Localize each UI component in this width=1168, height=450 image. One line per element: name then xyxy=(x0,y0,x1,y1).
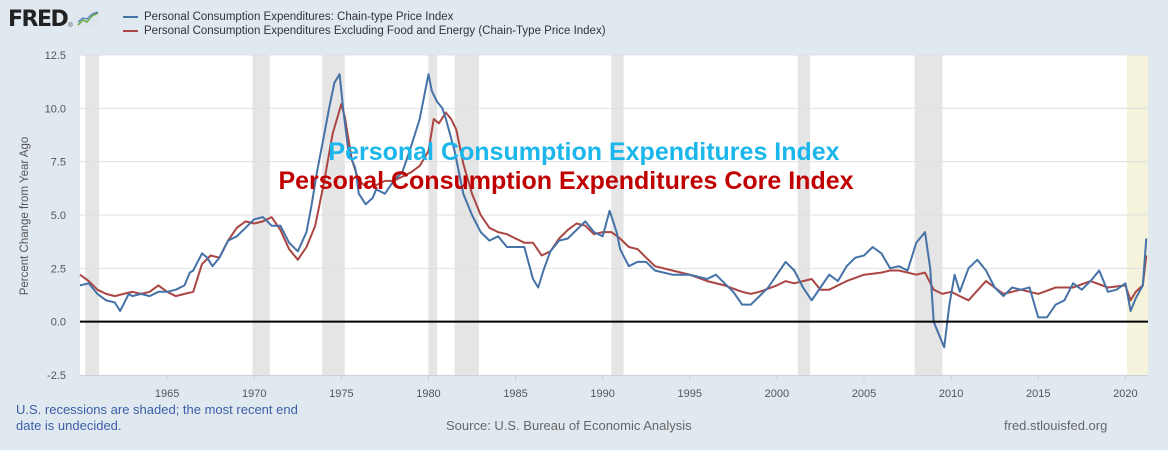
legend-item-core-pce[interactable]: Personal Consumption Expenditures Exclud… xyxy=(123,24,606,38)
legend-label-pce: Personal Consumption Expenditures: Chain… xyxy=(144,11,454,23)
y-tick-label: 0.0 xyxy=(51,317,66,329)
overlay-title-core-pce-text: Personal Consumption Expenditures Core I… xyxy=(278,167,854,195)
y-tick-label: 2.5 xyxy=(51,263,66,275)
y-tick-label: 5.0 xyxy=(51,210,66,222)
series-line-core-pce xyxy=(79,103,1148,302)
x-tick-label: 1990 xyxy=(590,388,614,400)
x-tick-label: 2000 xyxy=(765,388,789,400)
legend-swatch-pce xyxy=(123,16,138,18)
overlay-title-pce: Personal Consumption Expenditures Index xyxy=(0,138,1168,167)
fred-logo: FRED ® xyxy=(8,6,100,32)
x-tick-label: 1995 xyxy=(678,388,702,400)
legend-swatch-core-pce xyxy=(123,30,138,32)
line-chart-icon xyxy=(75,10,100,28)
x-tick-label: 1985 xyxy=(503,388,527,400)
legend-label-core-pce: Personal Consumption Expenditures Exclud… xyxy=(144,25,606,37)
x-tick-label: 2015 xyxy=(1026,388,1050,400)
x-tick-label: 1965 xyxy=(155,388,179,400)
series-line-pce xyxy=(79,73,1148,349)
x-tick-label: 1980 xyxy=(416,388,440,400)
source-text: Source: U.S. Bureau of Economic Analysis xyxy=(446,418,692,433)
overlay-title-pce-text: Personal Consumption Expenditures Index xyxy=(328,138,840,166)
overlay-title-core-pce: Personal Consumption Expenditures Core I… xyxy=(0,167,1168,196)
registered-mark: ® xyxy=(68,23,73,29)
x-tick-label: 2010 xyxy=(939,388,963,400)
x-tick-label: 1970 xyxy=(242,388,266,400)
legend-item-pce[interactable]: Personal Consumption Expenditures: Chain… xyxy=(123,10,606,24)
fred-url-link[interactable]: fred.stlouisfed.org xyxy=(1004,418,1108,433)
x-tick-label: 2020 xyxy=(1113,388,1137,400)
recession-note: U.S. recessions are shaded; the most rec… xyxy=(16,402,298,433)
x-tick-label: 1975 xyxy=(329,388,353,400)
x-tick-label: 2005 xyxy=(852,388,876,400)
logo-text: FRED xyxy=(8,6,69,32)
y-tick-label: 7.5 xyxy=(51,157,66,169)
y-tick-label: 12.5 xyxy=(45,50,66,62)
y-tick-label: 10.0 xyxy=(45,103,66,115)
y-tick-label: -2.5 xyxy=(47,370,66,382)
chart-legend: Personal Consumption Expenditures: Chain… xyxy=(123,10,606,38)
